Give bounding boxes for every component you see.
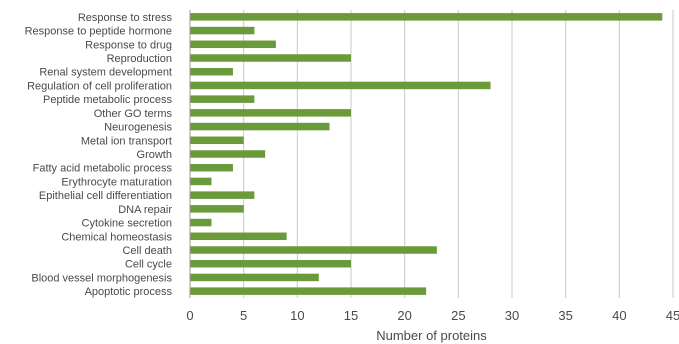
bar	[190, 259, 351, 268]
bar	[190, 13, 663, 21]
category-label: Cytokine secretion	[82, 218, 173, 230]
bar	[190, 67, 233, 76]
x-tick-label: 20	[397, 308, 411, 323]
x-tick-label: 0	[186, 308, 193, 323]
bar	[190, 40, 276, 49]
category-label: Cell cycle	[125, 259, 172, 271]
bar	[190, 273, 319, 282]
bar	[190, 218, 212, 227]
x-tick-label: 40	[612, 308, 626, 323]
category-labels: Response to stress Response to peptide ho…	[25, 12, 173, 298]
category-label: Response to stress	[78, 12, 173, 24]
bar	[190, 246, 437, 254]
category-label: Fatty acid metabolic process	[33, 163, 173, 175]
bar	[190, 95, 255, 103]
bar	[190, 205, 244, 213]
bars	[190, 13, 663, 295]
bar	[190, 191, 255, 199]
category-label: DNA repair	[118, 204, 172, 216]
category-label: Other GO terms	[94, 108, 173, 120]
bar	[190, 54, 351, 62]
category-label: Chemical homeostasis	[61, 231, 172, 243]
bar	[190, 109, 351, 117]
category-label: Erythrocyte maturation	[61, 176, 172, 188]
category-label: Regulation of cell proliferation	[27, 80, 172, 92]
bar	[190, 122, 330, 131]
category-label: Response to drug	[85, 39, 172, 51]
x-axis-title: Number of proteins	[376, 328, 487, 343]
bar	[190, 150, 266, 158]
category-label: Epithelial cell differentiation	[39, 190, 172, 202]
category-label: Reproduction	[107, 53, 172, 65]
bar	[190, 26, 255, 35]
x-tick-label: 5	[240, 308, 247, 323]
bar	[190, 232, 287, 241]
x-tick-label: 10	[290, 308, 304, 323]
category-label: Apoptotic process	[85, 286, 173, 298]
bar	[190, 177, 212, 186]
grid-lines	[243, 10, 674, 298]
x-tick-label: 35	[558, 308, 572, 323]
bar	[190, 163, 233, 172]
x-tick-label: 15	[344, 308, 358, 323]
category-label: Neurogenesis	[104, 122, 172, 134]
bar	[190, 81, 491, 90]
x-tick-label: 45	[666, 308, 679, 323]
category-label: Response to peptide hormone	[25, 26, 172, 38]
category-label: Metal ion transport	[81, 135, 172, 147]
x-tick-labels: 0 5 10 15 20 25 30 35 40 45	[186, 308, 679, 323]
category-label: Cell death	[122, 245, 172, 257]
bar	[190, 136, 244, 145]
category-label: Growth	[137, 149, 172, 161]
bar	[190, 287, 427, 295]
category-label: Blood vessel morphogenesis	[31, 272, 172, 284]
category-label: Peptide metabolic process	[43, 94, 173, 106]
category-label: Renal system development	[39, 67, 172, 79]
x-tick-label: 30	[505, 308, 519, 323]
x-tick-label: 25	[451, 308, 465, 323]
